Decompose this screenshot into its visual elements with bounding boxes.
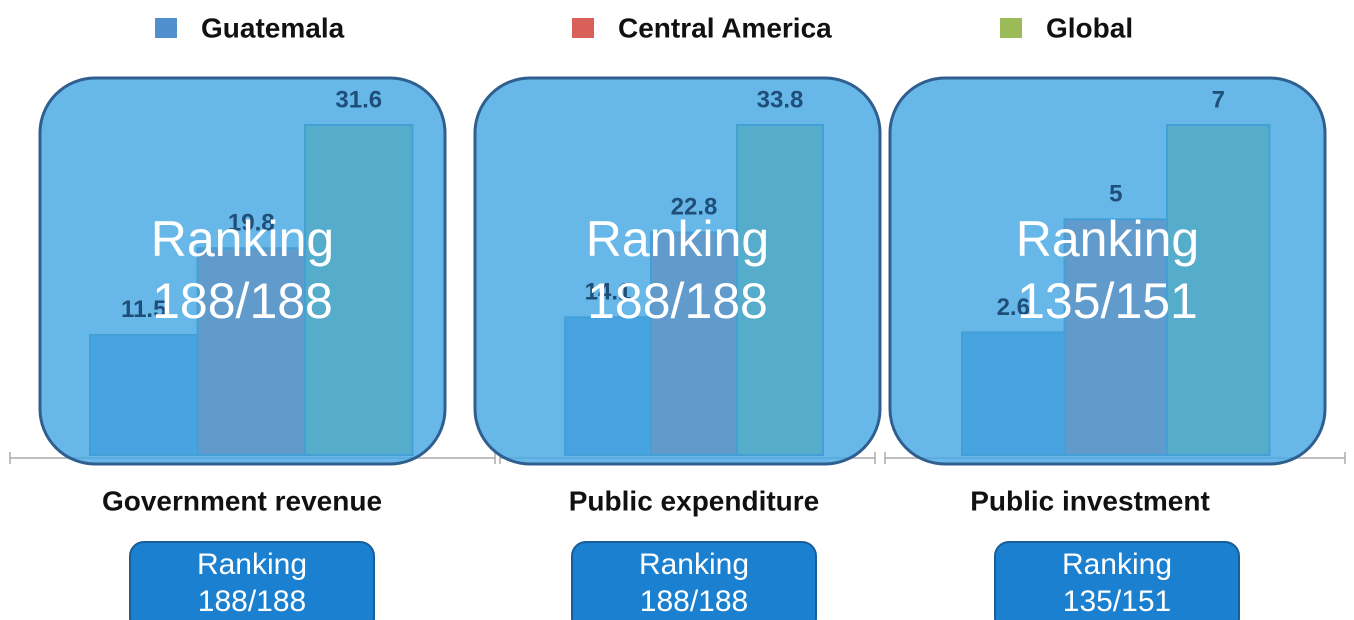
chart-title: Government revenue	[102, 485, 382, 516]
ranking-overlay: 188/188	[587, 273, 768, 329]
ranking-label: 188/188	[198, 585, 306, 618]
legend-label: Central America	[618, 12, 832, 43]
ranking-overlay: 188/188	[152, 273, 333, 329]
ranking-box	[571, 541, 817, 620]
legend-swatch	[572, 18, 594, 38]
legend-swatch	[155, 18, 177, 38]
legend-swatch	[1000, 18, 1022, 38]
value-label: 2.6	[997, 294, 1030, 321]
value-label: 11.5	[121, 296, 166, 323]
ranking-box	[129, 541, 375, 620]
overlay	[888, 76, 1327, 466]
ranking-overlay: Ranking	[151, 211, 334, 267]
value-label: 5	[1109, 181, 1122, 208]
ranking-overlay: Ranking	[1016, 211, 1199, 267]
ranking-label: 135/151	[1063, 585, 1171, 618]
value-label: 31.6	[335, 86, 382, 113]
chart-title: Public expenditure	[569, 485, 820, 516]
value-label: 22.8	[671, 194, 718, 221]
ranking-label: 188/188	[640, 585, 748, 618]
ranking-box	[994, 541, 1240, 620]
legend-label: Guatemala	[201, 12, 345, 43]
ranking-overlay: Ranking	[586, 211, 769, 267]
ranking-overlay: 135/151	[1017, 273, 1198, 329]
legend-label: Global	[1046, 12, 1133, 43]
value-label: 14.1	[585, 279, 632, 306]
overlay	[473, 76, 882, 466]
value-label: 7	[1212, 86, 1225, 113]
chart-title: Public investment	[970, 485, 1210, 516]
ranking-label: Ranking	[197, 548, 307, 581]
value-label: 33.8	[757, 86, 804, 113]
ranking-label: Ranking	[1062, 548, 1172, 581]
value-label: 19.8	[228, 210, 275, 237]
overlay	[38, 76, 447, 466]
ranking-label: Ranking	[639, 548, 749, 581]
